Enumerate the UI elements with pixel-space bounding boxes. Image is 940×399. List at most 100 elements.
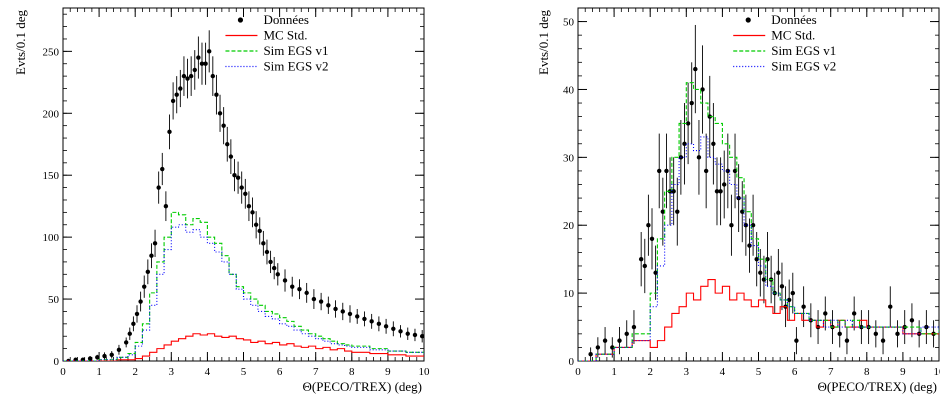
y-tick-label: 50 — [48, 294, 60, 306]
series-sim-egs-v1 — [63, 211, 424, 361]
x-tick-label: 0 — [60, 366, 66, 378]
data-point — [232, 173, 237, 178]
data-point — [391, 326, 396, 331]
data-point — [152, 241, 158, 246]
data-point — [225, 142, 230, 147]
data-point — [250, 210, 255, 215]
data-point — [419, 334, 424, 339]
data-point — [624, 331, 629, 337]
data-point — [131, 321, 136, 327]
data-point — [123, 340, 129, 345]
data-point — [786, 297, 792, 303]
data-point — [790, 290, 795, 296]
data-point — [398, 329, 403, 334]
legend-label: Sim EGS v1 — [771, 43, 836, 58]
data-point — [610, 345, 615, 350]
data-point — [718, 189, 723, 194]
x-tick-label: 0 — [575, 366, 581, 378]
data-point — [725, 168, 731, 174]
data-point — [264, 249, 270, 255]
data-point — [221, 123, 226, 128]
data-point — [888, 304, 893, 309]
data-point — [761, 277, 767, 282]
series-sim-egs-v1 — [578, 82, 939, 361]
y-tick-label: 30 — [563, 152, 575, 164]
x-tick-label: 1 — [611, 366, 617, 378]
data-point — [196, 55, 201, 60]
data-point — [181, 73, 187, 79]
data-point — [711, 141, 716, 146]
data-point — [412, 332, 418, 338]
data-point — [142, 284, 147, 289]
legend-label: Données — [263, 12, 309, 27]
y-axis-label: Evts/0.1 deg — [536, 10, 551, 75]
data-point — [689, 100, 694, 106]
data-point — [776, 270, 781, 275]
x-axis-label: Θ(PECO/TREX) (deg) — [302, 379, 422, 394]
data-point — [758, 270, 763, 275]
data-point — [595, 345, 601, 350]
data-point — [700, 87, 705, 92]
data-point — [87, 356, 93, 361]
x-tick-label: 7 — [313, 366, 319, 378]
data-point — [729, 223, 734, 228]
data-point — [747, 243, 752, 248]
data-point — [703, 168, 709, 174]
data-point — [801, 304, 806, 309]
plot-frame — [577, 7, 940, 362]
data-point — [192, 67, 197, 73]
data-point — [685, 121, 691, 126]
data-point — [253, 222, 259, 227]
data-point — [282, 278, 288, 283]
data-point — [95, 355, 100, 360]
data-point — [160, 166, 165, 172]
series-sim-egs-v2 — [63, 224, 424, 361]
data-point — [880, 338, 886, 343]
x-tick-label: 5 — [756, 366, 762, 378]
data-point — [642, 263, 647, 269]
data-point — [163, 203, 169, 209]
data-point — [602, 338, 608, 343]
legend-label: Sim EGS v1 — [263, 43, 328, 58]
data-point — [297, 286, 302, 292]
data-point — [261, 241, 266, 246]
data-point — [199, 61, 205, 66]
chart-panel-2: 0 1 2 3 4 5 6 7 8 9 10 0 10 20 30 40 50 Θ(PECO/TREX) (deg… — [536, 7, 940, 394]
data-point — [588, 352, 593, 357]
data-point — [779, 284, 785, 289]
data-point — [116, 347, 122, 353]
data-point — [109, 352, 114, 358]
data-point — [649, 236, 655, 242]
data-point — [714, 189, 720, 194]
data-point — [617, 338, 622, 343]
y-tick-label: 200 — [43, 108, 60, 120]
legend-marker-data — [237, 17, 244, 23]
data-point — [750, 223, 756, 228]
data-point — [355, 314, 360, 319]
data-point — [646, 223, 651, 228]
data-point — [145, 269, 151, 275]
x-tick-label: 4 — [720, 366, 726, 378]
data-point — [326, 303, 331, 308]
legend-label: Données — [771, 12, 817, 27]
x-tick-label: 8 — [864, 366, 870, 378]
x-tick-label: 3 — [684, 366, 690, 378]
x-axis-label: Θ(PECO/TREX) (deg) — [817, 379, 937, 394]
y-tick-label: 20 — [563, 220, 575, 232]
data-point — [134, 311, 140, 317]
data-point — [732, 168, 738, 174]
x-tick-label: 9 — [385, 366, 391, 378]
data-layer — [578, 24, 939, 361]
data-point — [405, 331, 410, 336]
legend-label: Sim EGS v2 — [263, 59, 328, 74]
data-point — [660, 209, 666, 214]
data-point — [174, 92, 179, 97]
plot-frame — [62, 7, 425, 362]
data-point — [794, 338, 799, 343]
data-point — [80, 357, 86, 361]
x-tick-label: 7 — [828, 366, 834, 378]
x-tick-label: 8 — [349, 366, 355, 378]
data-point — [754, 256, 759, 262]
data-point — [268, 259, 273, 265]
y-tick-label: 150 — [43, 170, 60, 182]
